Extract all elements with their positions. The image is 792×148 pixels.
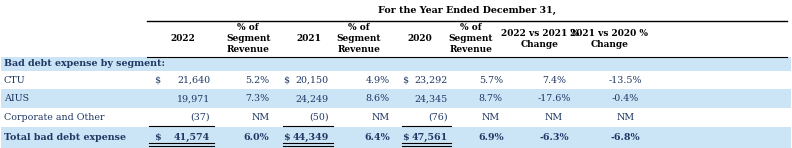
Text: NM: NM <box>482 113 500 122</box>
Text: NM: NM <box>545 113 563 122</box>
Text: 6.9%: 6.9% <box>478 133 504 142</box>
Text: 8.6%: 8.6% <box>366 94 390 103</box>
Text: 2022: 2022 <box>170 34 195 43</box>
Text: 20,150: 20,150 <box>295 76 329 85</box>
Text: % of
Segment
Revenue: % of Segment Revenue <box>449 23 493 54</box>
Text: 47,561: 47,561 <box>411 133 447 142</box>
Bar <box>1 71 791 90</box>
Text: -6.3%: -6.3% <box>539 133 569 142</box>
Text: For the Year Ended December 31,: For the Year Ended December 31, <box>378 6 556 15</box>
Text: 5.7%: 5.7% <box>479 76 503 85</box>
Text: 2022 vs 2021 %
Change: 2022 vs 2021 % Change <box>501 29 579 49</box>
Text: $: $ <box>154 76 161 85</box>
Text: (37): (37) <box>191 113 210 122</box>
Text: 24,249: 24,249 <box>295 94 329 103</box>
Text: 6.0%: 6.0% <box>244 133 269 142</box>
Bar <box>1 57 791 71</box>
Text: CTU: CTU <box>4 76 25 85</box>
Text: 24,345: 24,345 <box>414 94 447 103</box>
Bar <box>1 90 791 108</box>
Text: 23,292: 23,292 <box>414 76 447 85</box>
Text: -6.8%: -6.8% <box>611 133 640 142</box>
Text: -13.5%: -13.5% <box>608 76 642 85</box>
Bar <box>1 127 791 148</box>
Text: $: $ <box>283 133 290 142</box>
Text: NM: NM <box>251 113 269 122</box>
Text: 2020: 2020 <box>407 34 432 43</box>
Text: 2021: 2021 <box>296 34 322 43</box>
Text: NM: NM <box>616 113 634 122</box>
Text: (50): (50) <box>309 113 329 122</box>
Text: Corporate and Other: Corporate and Other <box>4 113 105 122</box>
Text: % of
Segment
Revenue: % of Segment Revenue <box>226 23 270 54</box>
Text: Total bad debt expense: Total bad debt expense <box>4 133 126 142</box>
Text: AIUS: AIUS <box>4 94 29 103</box>
Text: NM: NM <box>371 113 390 122</box>
Text: $: $ <box>402 76 409 85</box>
Text: 44,349: 44,349 <box>292 133 329 142</box>
Text: $: $ <box>283 76 289 85</box>
Text: -17.6%: -17.6% <box>538 94 571 103</box>
Text: 41,574: 41,574 <box>174 133 210 142</box>
Text: (76): (76) <box>428 113 447 122</box>
Text: Bad debt expense by segment:: Bad debt expense by segment: <box>4 59 165 68</box>
Text: 7.4%: 7.4% <box>542 76 566 85</box>
Text: 6.4%: 6.4% <box>364 133 390 142</box>
Text: 4.9%: 4.9% <box>366 76 390 85</box>
Bar <box>1 108 791 127</box>
Text: 19,971: 19,971 <box>177 94 210 103</box>
Text: $: $ <box>402 133 409 142</box>
Text: 7.3%: 7.3% <box>246 94 269 103</box>
Text: 21,640: 21,640 <box>177 76 210 85</box>
Text: % of
Segment
Revenue: % of Segment Revenue <box>337 23 381 54</box>
Text: $: $ <box>154 133 161 142</box>
Text: 2021 vs 2020 %
Change: 2021 vs 2020 % Change <box>570 29 649 49</box>
Text: 8.7%: 8.7% <box>479 94 503 103</box>
Bar <box>1 21 791 57</box>
Text: -0.4%: -0.4% <box>611 94 639 103</box>
Bar <box>1 1 791 21</box>
Text: 5.2%: 5.2% <box>246 76 269 85</box>
